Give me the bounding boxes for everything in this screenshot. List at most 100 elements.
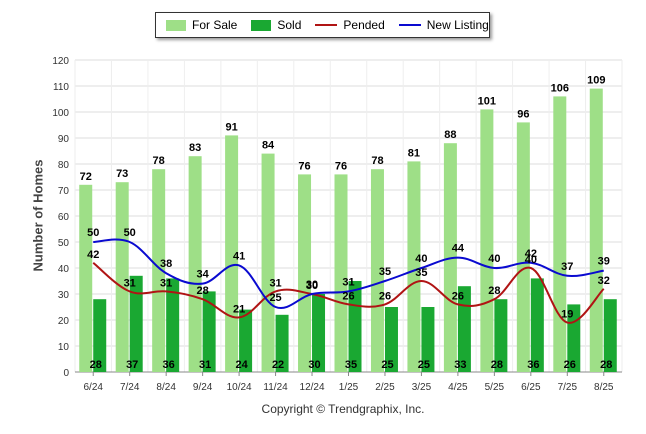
data-label-for-sale: 88 xyxy=(444,129,456,141)
data-label-sold: 28 xyxy=(600,359,612,371)
data-label-new-listing: 40 xyxy=(415,253,427,265)
x-tick-label: 4/25 xyxy=(448,382,468,393)
y-tick-label: 110 xyxy=(53,82,69,93)
data-label-for-sale: 101 xyxy=(478,95,496,107)
data-label-new-listing: 41 xyxy=(233,250,245,262)
bar-sold xyxy=(603,299,617,372)
data-label-for-sale: 78 xyxy=(371,155,383,167)
legend-item-pended: Pended xyxy=(315,18,385,32)
bar-for-sale xyxy=(225,135,239,372)
x-tick-label: 8/24 xyxy=(156,382,176,393)
data-label-pended: 42 xyxy=(87,249,99,261)
data-label-for-sale: 91 xyxy=(225,121,237,133)
data-label-new-listing: 31 xyxy=(342,276,354,288)
y-tick-label: 0 xyxy=(63,368,69,379)
data-label-pended: 40 xyxy=(525,254,537,266)
bar-for-sale xyxy=(152,169,166,372)
legend-label-for-sale: For Sale xyxy=(192,18,238,32)
data-label-new-listing: 40 xyxy=(488,253,500,265)
x-tick-label: 1/25 xyxy=(339,382,359,393)
y-tick-label: 100 xyxy=(52,108,69,119)
bar-sold xyxy=(93,299,107,372)
copyright-text: Copyright © Trendgraphix, Inc. xyxy=(261,402,425,416)
y-tick-label: 80 xyxy=(58,160,70,171)
x-tick-label: 10/24 xyxy=(227,382,252,393)
data-label-pended: 28 xyxy=(197,285,209,297)
data-label-pended: 26 xyxy=(342,290,354,302)
data-label-pended: 26 xyxy=(379,290,391,302)
y-tick-label: 90 xyxy=(58,134,70,145)
legend: For Sale Sold Pended New Listing xyxy=(155,12,490,38)
data-label-sold: 25 xyxy=(418,359,430,371)
x-tick-label: 11/24 xyxy=(263,382,288,393)
data-label-new-listing: 35 xyxy=(379,266,391,278)
bar-sold xyxy=(312,294,326,372)
legend-label-sold: Sold xyxy=(277,18,302,32)
bar-for-sale xyxy=(589,88,603,372)
data-label-pended: 30 xyxy=(306,280,318,292)
data-label-for-sale: 78 xyxy=(153,155,165,167)
bar-sold xyxy=(494,299,508,372)
bar-sold xyxy=(384,307,398,372)
data-label-for-sale: 81 xyxy=(408,147,420,159)
legend-swatch-sold xyxy=(251,19,272,31)
bar-for-sale xyxy=(480,109,494,373)
data-label-sold: 28 xyxy=(491,359,503,371)
y-tick-label: 70 xyxy=(58,186,70,197)
data-label-new-listing: 44 xyxy=(452,243,465,255)
y-tick-label: 60 xyxy=(58,212,70,223)
data-label-pended: 31 xyxy=(124,277,136,289)
data-label-pended: 31 xyxy=(160,277,172,289)
y-axis-label: Number of Homes xyxy=(30,159,46,272)
y-tick-label: 120 xyxy=(52,56,69,67)
data-label-sold: 24 xyxy=(235,359,248,371)
data-label-sold: 36 xyxy=(527,359,539,371)
data-label-sold: 33 xyxy=(454,359,466,371)
x-tick-label: 9/24 xyxy=(193,382,213,393)
x-tick-label: 3/25 xyxy=(412,382,432,393)
legend-label-pended: Pended xyxy=(343,18,385,32)
bar-for-sale xyxy=(79,184,93,372)
bar-sold xyxy=(239,309,253,372)
data-label-for-sale: 72 xyxy=(80,171,92,183)
series-line-new-listing xyxy=(93,238,604,310)
data-label-new-listing: 50 xyxy=(87,227,99,239)
legend-item-new-listing: New Listing xyxy=(398,18,489,32)
data-label-for-sale: 106 xyxy=(551,82,569,94)
x-tick-label: 6/25 xyxy=(521,382,541,393)
data-label-sold: 31 xyxy=(199,359,211,371)
data-label-sold: 30 xyxy=(308,359,320,371)
bar-for-sale xyxy=(115,182,129,372)
y-tick-label: 20 xyxy=(58,316,70,327)
x-tick-label: 12/24 xyxy=(300,382,325,393)
data-label-pended: 21 xyxy=(233,303,245,315)
y-tick-label: 50 xyxy=(58,238,70,249)
data-label-new-listing: 38 xyxy=(160,258,172,270)
bar-for-sale xyxy=(516,122,530,373)
bar-for-sale xyxy=(370,169,384,372)
x-tick-label: 5/25 xyxy=(485,382,505,393)
data-label-pended: 31 xyxy=(269,277,281,289)
legend-label-new-listing: New Listing xyxy=(426,18,489,32)
data-label-for-sale: 83 xyxy=(189,142,201,154)
data-label-new-listing: 25 xyxy=(269,292,281,304)
data-label-new-listing: 30 xyxy=(306,279,318,291)
legend-swatch-for-sale xyxy=(166,19,186,31)
bar-sold xyxy=(348,281,362,372)
data-label-for-sale: 96 xyxy=(517,108,529,120)
data-label-sold: 22 xyxy=(272,359,284,371)
data-label-sold: 36 xyxy=(163,359,175,371)
data-label-sold: 37 xyxy=(126,359,138,371)
legend-item-sold: Sold xyxy=(251,18,301,32)
bar-sold xyxy=(166,278,180,372)
bar-sold xyxy=(202,291,216,372)
data-label-for-sale: 76 xyxy=(298,160,310,172)
data-label-for-sale: 109 xyxy=(587,75,605,87)
x-tick-label: 7/24 xyxy=(120,382,140,393)
data-label-pended: 26 xyxy=(452,290,464,302)
bar-for-sale xyxy=(334,174,348,372)
data-label-for-sale: 73 xyxy=(116,168,128,180)
bar-sold xyxy=(129,275,143,372)
bar-sold xyxy=(457,286,471,372)
